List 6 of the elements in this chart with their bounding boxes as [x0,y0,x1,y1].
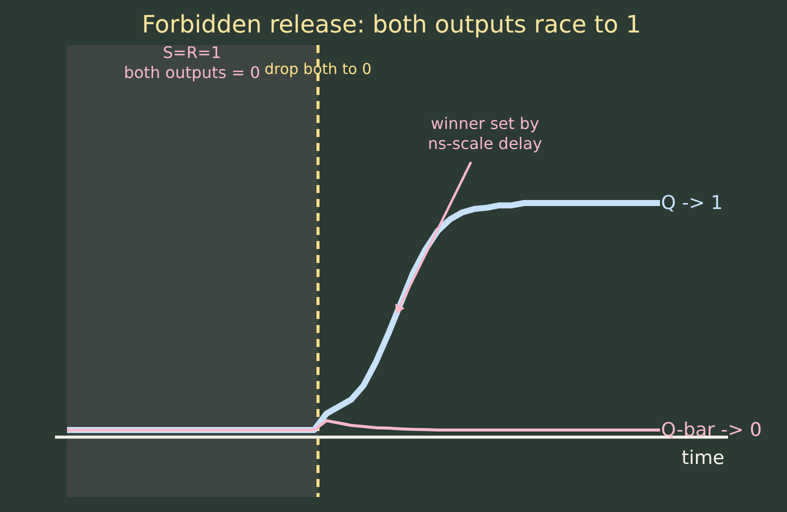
text: winner set by ns-scale delay [428,114,542,153]
series-label: Q-bar -> 0 [661,419,762,442]
chart-title: Forbidden release: both outputs race to 1 [142,10,642,38]
x-axis-title: time [682,447,724,470]
text: S=R=1 both outputs = 0 [124,43,260,82]
series-label: Q -> 1 [661,192,723,214]
